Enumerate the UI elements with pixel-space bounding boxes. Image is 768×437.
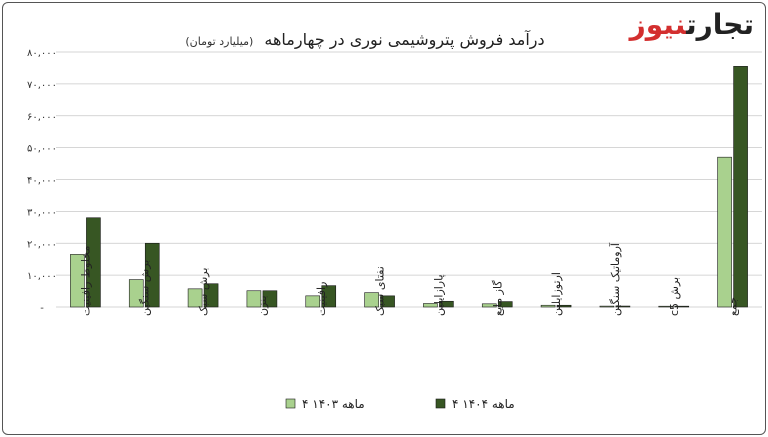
chart-title: درآمد فروش پتروشیمی نوری در چهارماهه [264,30,545,49]
legend-swatch [285,398,296,409]
x-category-label: نفتای سبک [374,266,387,316]
bar [187,288,203,308]
chart-title-block: درآمد فروش پتروشیمی نوری در چهارماهه (می… [150,30,580,49]
bar [540,304,556,308]
legend-swatch [435,398,446,409]
legend-label: ۴ ماهه ۱۴۰۳ [302,397,365,411]
bar [674,305,690,308]
x-category-label: ارتوزایلین [550,272,563,316]
legend-label: ۴ ماهه ۱۴۰۴ [452,397,515,411]
x-category-label: گاز مایع [491,280,504,316]
bar [380,295,395,308]
bar [599,305,615,308]
x-category-label: برش سبک [197,268,210,316]
y-tick-label: ۸۰,۰۰۰ [27,48,57,59]
y-tick-label: ۷۰,۰۰۰ [27,80,57,91]
x-category-label: برش سنگین [138,260,151,316]
bar [439,300,454,308]
y-tick-label: - [40,303,44,314]
y-tick-label: ۳۰,۰۰۰ [27,207,57,218]
chart-unit: (میلیارد تومان) [185,35,254,48]
bar [246,290,262,308]
bar [497,301,513,308]
x-category-label: آروماتیک سنگین [608,242,622,316]
bar [86,217,101,308]
bar [423,303,438,308]
bar [128,279,144,308]
bar [70,254,85,308]
y-tick-label: ۶۰,۰۰۰ [27,112,57,123]
bar [556,304,572,308]
x-category-label: پارازایلین [432,274,445,316]
brand-logo-part2: نیوز [629,8,688,41]
brand-logo: تجارتنیوز [629,8,755,41]
bar [658,305,674,308]
x-category-label: مخلوط رافینیت [79,246,92,316]
bar [203,283,219,308]
y-tick-label: ۴۰,۰۰۰ [27,176,57,187]
x-category-label: جمع [727,297,740,316]
bar [615,305,631,308]
bar [733,66,748,308]
y-tick-label: ۲۰,۰۰۰ [27,239,57,250]
bar [321,285,337,308]
bar [364,292,379,308]
y-tick-label: ۱۰,۰۰۰ [27,271,57,282]
bar [717,156,732,308]
x-category-label: برش c5 [668,277,681,316]
bar [144,242,160,308]
x-category-label: بنزن [256,295,269,316]
x-category-label: رافینیت [315,282,328,316]
bar [262,290,278,308]
bar [481,303,497,308]
bar [305,295,321,308]
brand-logo-part1: تجارت [686,8,755,41]
y-tick-label: ۵۰,۰۰۰ [27,144,57,155]
